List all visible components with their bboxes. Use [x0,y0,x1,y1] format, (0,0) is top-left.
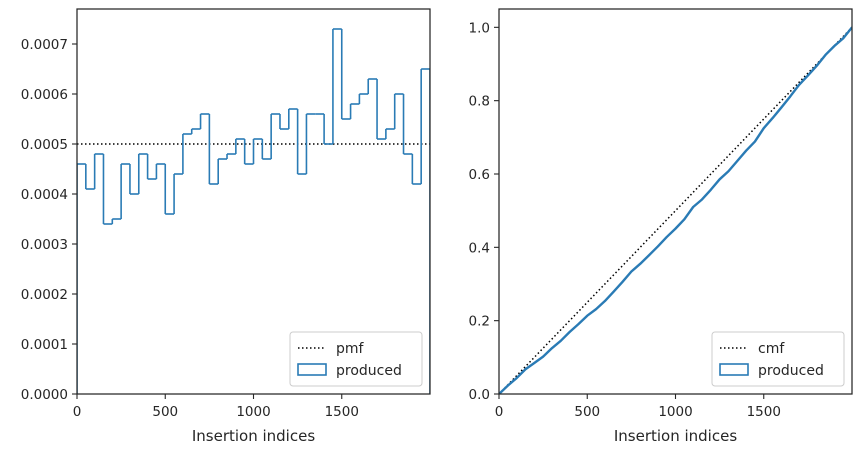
plot-area [499,26,852,394]
chart-panel-1: 0 500 1000 1500 0.0000 0.0001 0.0002 0.0003 0.00… [21,8,431,445]
produced-cdf-point [745,149,747,152]
produced-cdf-point [806,74,809,77]
x-tick-label: 0 [73,404,82,420]
y-tick-label: 0.6 [469,167,490,183]
produced-cdf-point [568,331,571,333]
legend-reference-label: pmf [336,341,365,357]
produced-cdf-point [612,290,615,293]
x-tick-label: 0 [495,404,504,420]
produced-cdf-points [499,26,852,394]
histogram-bins [77,28,430,394]
produced-cdf-point [595,308,597,311]
y-tick-label: 0.2 [469,314,490,330]
produced-cdf-point [506,384,509,387]
produced-cdf-point [789,95,792,98]
x-axis-label: Insertion indices [192,427,315,445]
produced-cdf-point [842,37,845,40]
produced-cdf-point [559,339,562,342]
produced-cdf-point [736,160,739,162]
produced-cdf-point [639,262,642,265]
produced-cdf-point [833,45,836,47]
y-tick-label: 0.0000 [21,387,68,403]
produced-cdf-point [815,64,818,67]
produced-cdf-point [701,198,703,201]
x-tick-label: 1500 [747,404,781,420]
produced-cdf-point [824,53,827,56]
legend-box [289,331,423,387]
legend-reference-label: cmf [758,341,785,357]
y-tick-label: 0.0003 [21,237,68,253]
legend: cmf produced [711,331,845,387]
produced-cdf-point [780,106,783,109]
y-tick-label: 0.0006 [21,87,68,103]
produced-cdf-point [727,170,730,173]
chart-panel-2: 0 500 1000 1500 0.0 0.2 0.4 0.6 0.8 1.0 Insertion … [469,8,853,445]
produced-cdf-point [656,245,659,248]
x-tick-label: 1500 [325,404,359,420]
legend-box [711,331,845,387]
x-tick-label: 1000 [236,404,270,420]
produced-cdf-point [515,377,518,379]
produced-cdf-point [621,280,624,283]
legend: pmf produced [289,331,423,387]
produced-cdf-point [754,140,756,143]
cmf-reference-line [499,26,852,394]
plot-area [77,28,430,394]
x-tick-label: 500 [574,404,600,420]
produced-cdf-point [762,127,765,130]
produced-cdf-point [604,300,606,302]
x-tick-label: 1000 [658,404,692,420]
produced-cdf-point [665,236,668,238]
produced-cdf-point [771,117,774,119]
x-tick-label: 500 [152,404,178,420]
y-tick-label: 0.0005 [21,137,68,153]
produced-cdf-point [577,323,580,326]
legend-produced-swatch [297,363,327,376]
y-tick-label: 0.0 [469,387,490,403]
produced-cdf-point [542,355,545,358]
y-tick-label: 0.8 [469,94,490,110]
y-tick-label: 1.0 [469,20,490,36]
produced-cdf-point [709,188,712,191]
y-tick-label: 0.0002 [21,287,68,303]
legend-produced-label: produced [758,363,824,379]
produced-cdf-point [551,347,553,350]
produced-cdf-point [674,227,677,230]
produced-cdf-point [692,206,695,208]
legend-produced-label: produced [336,363,402,379]
produced-cdf-point [524,368,527,371]
x-axis-label: Insertion indices [614,427,737,445]
produced-cdf-point [533,362,536,364]
produced-cdf-point [586,314,589,317]
produced-cdf-point [718,178,721,181]
y-tick-label: 0.0001 [21,337,68,353]
y-tick-label: 0.0004 [21,187,68,203]
produced-cdf-point [798,84,800,86]
legend-produced-swatch [719,363,749,376]
produced-cdf-point [630,270,633,273]
produced-cdf-point [648,254,650,257]
y-tick-label: 0.0007 [21,37,68,53]
y-tick-label: 0.4 [469,240,490,256]
produced-cdf-point [683,218,686,221]
